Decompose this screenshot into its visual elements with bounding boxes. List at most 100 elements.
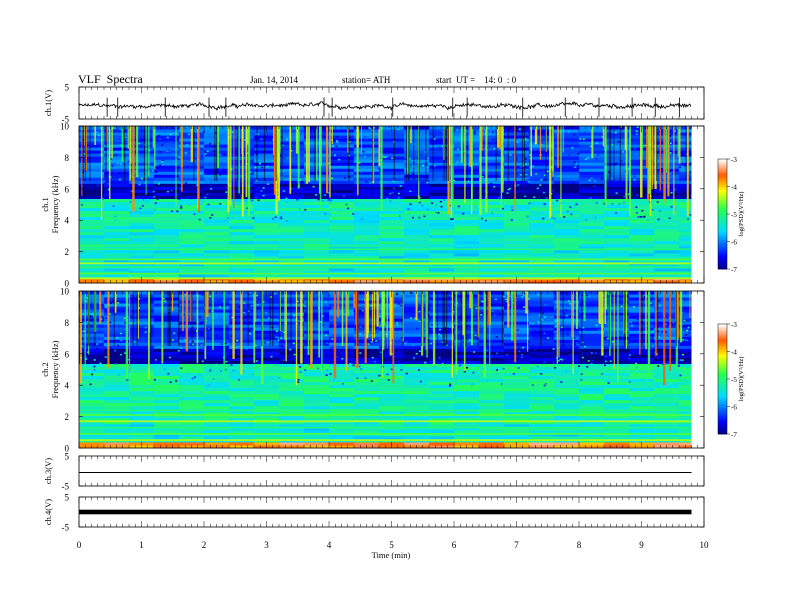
ch1-spectrogram-speck [352,213,355,215]
ch1-spectrogram-cell [504,198,530,202]
ch1-spectrogram-cell [404,168,430,172]
ch2-spectrogram-speck [358,365,361,368]
ch2-spectrogram-speck [430,324,433,326]
ch2-spectrogram-cell [79,303,105,307]
ch1-spectrogram-speck [118,138,121,140]
ch1-spectrogram-dark-streak [495,126,497,181]
ch1-spectrogram-speck [386,197,389,200]
ch2-spectrogram-cell [679,378,692,383]
ch2-spectrogram-cell [504,426,530,431]
ch2-spectrogram-cell [429,303,455,307]
ch1-spectrogram-cell [79,144,105,148]
ch2-spectrogram-cell [279,327,305,331]
ch2-spectrogram-speck [325,334,328,337]
ch1-spectrogram-speck [478,218,481,221]
ch1-spectrogram-cell [129,207,155,212]
ch1-spectrogram-cell [254,237,280,242]
ch2-spectrogram-cell [429,384,455,389]
ch1-spectrogram-cell [179,204,205,209]
ch1-spectrogram-speck [585,219,588,221]
ch2-spectrogram-speck [264,312,267,314]
ch2-spectrogram-cell [454,360,480,364]
ch2-spectrogram-cell [654,300,680,304]
ch2-spectrogram-speck [270,355,273,358]
ch2-spectrogram-dark-streak [501,291,504,346]
ch1-spectrogram-cell [354,201,380,205]
ch2-spectrogram-speck [614,298,617,301]
ch2-spectrogram-cell [254,342,280,346]
ch2-spectrogram-cell [454,396,480,401]
ch2-spectrogram-cell [104,402,130,407]
ch1-spectrogram-cell [554,132,580,136]
ch2-spectrogram-cell [554,306,580,310]
ch2-spectrogram-cell [429,375,455,380]
ch2-spectrogram-cell [579,390,605,395]
ch1-spectrogram-cell [504,267,530,272]
ch1-spectrogram-speck [327,162,330,164]
ch2-spectrogram-cell [329,435,355,440]
ch1-spectrogram-speck [559,167,562,169]
ch1-spectrogram-cell [504,240,530,245]
ch2-spectrogram-cell [404,375,430,380]
ch1-spectrogram-colorbar-cell [718,267,727,270]
ch2-spectrogram-speck [221,321,224,324]
ch1-spectrogram-cell [379,150,405,154]
ch2-spectrogram-cell [429,372,455,377]
ch2-spectrogram-cell [679,411,692,416]
ch1-spectrogram-cell [204,231,230,236]
ch1-spectrogram-streak [641,126,643,157]
ch2-spectrogram-cell [629,378,655,383]
ch1-spectrogram-cell [604,204,630,209]
ch1-spectrogram-cell [554,219,580,224]
ch2-spectrogram-speck [667,361,670,364]
ch1-spectrogram-cell [404,213,430,218]
ch2-spectrogram-streak [583,291,586,322]
ch2-spectrogram-cell [454,441,480,446]
ch1-spectrogram-speck [336,135,339,138]
ch1-spectrogram-cell [279,162,305,166]
ch2-spectrogram-cell [479,360,505,364]
ch1-spectrogram-cell [154,255,180,260]
ch2-spectrogram-cell [354,435,380,440]
ch2-spectrogram-cell [279,393,305,398]
ch2-spectrogram-cell [254,336,280,340]
ch1-spectrogram-cell [554,177,580,181]
ch1-spectrogram-speck [481,217,484,220]
ch2-spectrogram-cell [479,429,505,434]
ch1-spectrogram-cell [179,228,205,233]
ch2-spectrogram-cell [479,321,505,325]
ch2-spectrogram-speck [686,329,689,332]
ch2-spectrogram-cell [304,312,330,316]
ch2-spectrogram-speck [96,300,99,303]
ch1-spectrogram-dark-streak [608,126,610,181]
ch2-spectrogram-cell [554,360,580,364]
ch1-spectrogram-cell [379,186,405,190]
ch2-spectrogram-cell [204,369,230,374]
ch1-spectrogram-cell [654,228,680,233]
ch2-spectrogram-cell [429,369,455,374]
ch1-spectrogram-colorbar-cell [718,221,727,224]
ch2-spectrogram-cell [654,333,680,337]
ch2-spectrogram-speck [267,341,270,343]
ch1-spectrogram-cell [354,222,380,227]
ch1-spectrogram-speck [139,207,142,210]
ch2-spectrogram-speck [136,320,139,323]
ch1-spectrogram-cell [504,243,530,248]
ch2-spectrogram-cell [229,381,255,386]
ch1-spectrogram-cell [404,129,430,133]
ch1-spectrogram-speck [430,143,433,145]
ch1-spectrogram-speck [272,212,275,215]
ch2-spectrogram-cell [79,378,105,383]
ch1-spectrogram-cell [679,234,692,239]
ch2-spectrogram-speck [117,323,120,326]
ch2-spectrogram-cell [604,330,630,334]
ch2-spectrogram-cell [279,306,305,310]
ch2-spectrogram-cell [104,441,130,446]
ch2-spectrogram-cell [529,414,555,419]
ch1-spectrogram-dark-streak [425,126,427,181]
ch1-spectrogram-speck [240,126,243,128]
ch2-spectrogram-speck [644,296,647,298]
ch2-spectrogram-cell [504,306,530,310]
ch2-spectrogram-streak [489,291,491,325]
ch2-spectrogram-cell [379,420,405,425]
